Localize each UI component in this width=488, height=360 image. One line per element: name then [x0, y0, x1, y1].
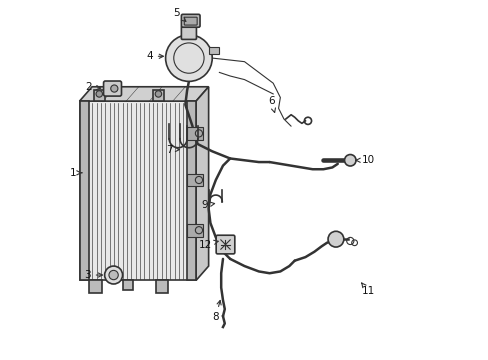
Circle shape	[96, 91, 102, 97]
Polygon shape	[122, 280, 133, 291]
Circle shape	[327, 231, 343, 247]
Text: 1: 1	[70, 168, 82, 178]
Polygon shape	[89, 280, 102, 293]
Polygon shape	[80, 87, 208, 101]
Polygon shape	[208, 47, 219, 54]
FancyBboxPatch shape	[181, 14, 200, 27]
Polygon shape	[187, 174, 202, 186]
Text: 4: 4	[146, 51, 163, 61]
Polygon shape	[80, 101, 196, 280]
Polygon shape	[155, 280, 168, 293]
Circle shape	[155, 91, 162, 97]
Circle shape	[104, 266, 122, 284]
Circle shape	[344, 154, 355, 166]
FancyBboxPatch shape	[181, 27, 196, 40]
Circle shape	[110, 85, 118, 92]
Text: 12: 12	[198, 239, 218, 249]
Polygon shape	[196, 87, 208, 280]
Polygon shape	[187, 127, 202, 140]
Polygon shape	[80, 101, 88, 280]
Text: 7: 7	[165, 144, 179, 154]
Text: 6: 6	[267, 96, 275, 112]
Text: 3: 3	[84, 270, 102, 280]
Text: 2: 2	[85, 82, 101, 92]
FancyBboxPatch shape	[184, 17, 197, 25]
Text: 8: 8	[212, 301, 221, 322]
Polygon shape	[94, 90, 104, 101]
Polygon shape	[187, 224, 202, 237]
Text: 9: 9	[202, 200, 214, 210]
Circle shape	[109, 270, 118, 280]
Text: 11: 11	[361, 283, 374, 296]
Circle shape	[165, 35, 212, 81]
FancyBboxPatch shape	[216, 235, 234, 254]
Polygon shape	[187, 101, 196, 280]
FancyBboxPatch shape	[103, 81, 121, 96]
Text: 5: 5	[173, 8, 185, 21]
Text: 10: 10	[355, 155, 374, 165]
Polygon shape	[153, 90, 163, 101]
